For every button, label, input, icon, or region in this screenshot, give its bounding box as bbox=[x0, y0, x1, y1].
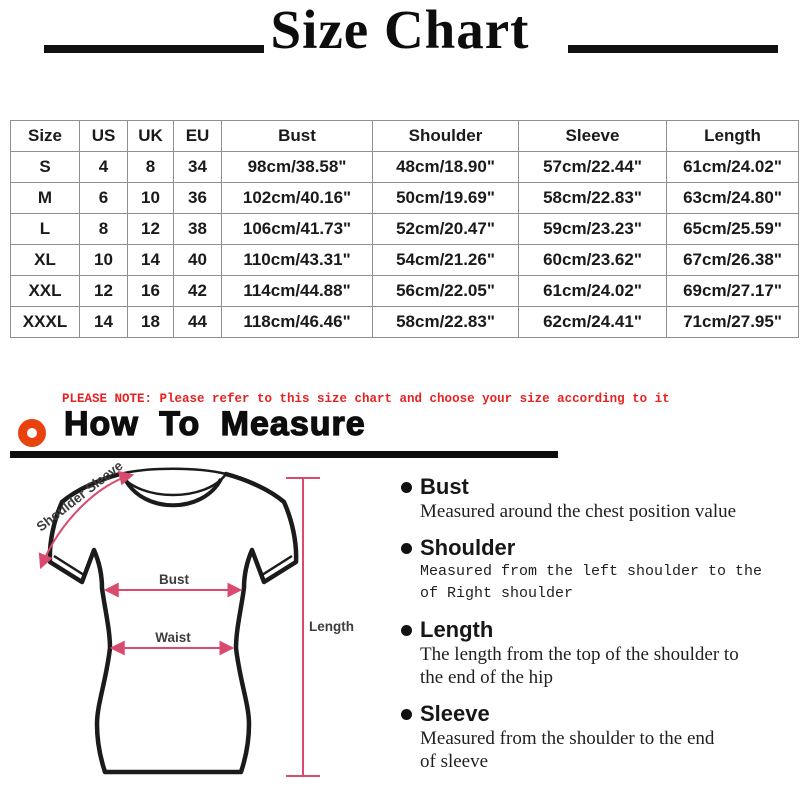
measure-term: Shoulder bbox=[420, 535, 516, 560]
size-table-cell: 63cm/24.80" bbox=[666, 182, 799, 214]
size-table-cell: 69cm/27.17" bbox=[666, 275, 799, 307]
size-table-cell: 36 bbox=[173, 182, 222, 214]
size-table-row: XXL 12 16 42 114cm/44.88" 56cm/22.05" 61cm/24.… bbox=[10, 275, 799, 307]
title-right-rule bbox=[568, 45, 778, 53]
size-table: Size US UK EU Bust Shoulder Sleeve Length S 4 8 34 9… bbox=[10, 120, 799, 338]
size-table-header-cell: Shoulder bbox=[372, 120, 519, 152]
tshirt-right-cuff-line bbox=[261, 554, 293, 577]
size-table-cell: 50cm/19.69" bbox=[372, 182, 519, 214]
size-table-cell: XXL bbox=[10, 275, 80, 307]
size-table-row: XL 10 14 40 110cm/43.31" 54cm/21.26" 60cm/23.6… bbox=[10, 244, 799, 276]
size-table-cell: L bbox=[10, 213, 80, 245]
size-table-cell: 58cm/22.83" bbox=[518, 182, 667, 214]
measure-guide-item: Length The length from the top of the sho… bbox=[398, 617, 794, 689]
size-table-cell: 67cm/26.38" bbox=[666, 244, 799, 276]
note-text: PLEASE NOTE: Please refer to this size c… bbox=[62, 392, 670, 406]
size-table-cell: 34 bbox=[173, 151, 222, 183]
size-table-cell: 106cm/41.73" bbox=[221, 213, 373, 245]
size-table-cell: 98cm/38.58" bbox=[221, 151, 373, 183]
size-table-cell: 52cm/20.47" bbox=[372, 213, 519, 245]
size-table-cell: 114cm/44.88" bbox=[221, 275, 373, 307]
size-table-cell: 10 bbox=[127, 182, 174, 214]
size-table-cell: 8 bbox=[79, 213, 128, 245]
size-table-cell: 60cm/23.62" bbox=[518, 244, 667, 276]
tshirt-outline bbox=[47, 471, 299, 775]
measure-description: Measured around the chest position value bbox=[420, 501, 737, 522]
measure-guide-list: Bust Measured around the chest position v… bbox=[398, 474, 794, 785]
bullet-icon bbox=[401, 625, 412, 636]
size-table-cell: 59cm/23.23" bbox=[518, 213, 667, 245]
size-table-cell: 42 bbox=[173, 275, 222, 307]
size-table-cell: 48cm/18.90" bbox=[372, 151, 519, 183]
size-table-header-cell: US bbox=[79, 120, 128, 152]
size-table-cell: 65cm/25.59" bbox=[666, 213, 799, 245]
measure-description: Measured from the left shoulder to the o… bbox=[420, 563, 763, 602]
bullet-icon bbox=[401, 482, 412, 493]
length-label: Length bbox=[309, 619, 354, 634]
size-table-row: XXXL 14 18 44 118cm/46.46" 58cm/22.83" 62cm/24… bbox=[10, 306, 799, 338]
size-table-cell: 54cm/21.26" bbox=[372, 244, 519, 276]
size-table-cell: 40 bbox=[173, 244, 222, 276]
bullet-icon bbox=[401, 709, 412, 720]
measure-description: The length from the top of the shoulder … bbox=[420, 644, 739, 688]
size-table-cell: 61cm/24.02" bbox=[518, 275, 667, 307]
how-to-measure-title: How To Measure bbox=[63, 404, 366, 443]
size-table-header-cell: EU bbox=[173, 120, 222, 152]
size-table-cell: 6 bbox=[79, 182, 128, 214]
measure-term: Bust bbox=[420, 474, 469, 499]
page-title: Size Chart bbox=[270, 0, 530, 60]
size-table-cell: 4 bbox=[79, 151, 128, 183]
bullet-icon bbox=[401, 543, 412, 554]
measure-term: Sleeve bbox=[420, 701, 490, 726]
size-table-cell: 118cm/46.46" bbox=[221, 306, 373, 338]
size-table-header-cell: Size bbox=[10, 120, 80, 152]
title-left-rule bbox=[44, 45, 264, 53]
tshirt-neck-top-line bbox=[119, 467, 227, 476]
size-table-header-row: Size US UK EU Bust Shoulder Sleeve Length bbox=[10, 120, 799, 152]
waist-label: Waist bbox=[155, 630, 191, 645]
size-table-cell: 14 bbox=[127, 244, 174, 276]
measure-description: Measured from the shoulder to the end of… bbox=[420, 728, 715, 772]
shoulder-sleeve-arrow bbox=[38, 470, 135, 570]
size-table-cell: 58cm/22.83" bbox=[372, 306, 519, 338]
size-table-cell: M bbox=[10, 182, 80, 214]
size-table-header-cell: Bust bbox=[221, 120, 373, 152]
size-table-cell: 38 bbox=[173, 213, 222, 245]
size-table-header-cell: UK bbox=[127, 120, 174, 152]
bust-label: Bust bbox=[159, 572, 190, 587]
size-table-cell: 8 bbox=[127, 151, 174, 183]
measure-guide-item: Shoulder Measured from the left shoulder … bbox=[398, 535, 794, 605]
tshirt-measurement-diagram: Shoulder Sleeve Bust Waist Length bbox=[34, 458, 354, 777]
size-table-header-cell: Length bbox=[666, 120, 799, 152]
size-table-cell: 10 bbox=[79, 244, 128, 276]
size-table-row: S 4 8 34 98cm/38.58" 48cm/18.90" 57cm/22.44" 61… bbox=[10, 151, 799, 183]
size-table-cell: 16 bbox=[127, 275, 174, 307]
size-table-cell: 102cm/40.16" bbox=[221, 182, 373, 214]
heading-underline bbox=[10, 451, 558, 458]
size-table-cell: 44 bbox=[173, 306, 222, 338]
size-table-cell: S bbox=[10, 151, 80, 183]
size-table-cell: 71cm/27.95" bbox=[666, 306, 799, 338]
size-table-header-cell: Sleeve bbox=[518, 120, 667, 152]
size-table-row: L 8 12 38 106cm/41.73" 52cm/20.47" 59cm/23.23"… bbox=[10, 213, 799, 245]
size-table-row: M 6 10 36 102cm/40.16" 50cm/19.69" 58cm/22.83"… bbox=[10, 182, 799, 214]
size-table-cell: 14 bbox=[79, 306, 128, 338]
size-table-cell: 18 bbox=[127, 306, 174, 338]
length-arrow bbox=[286, 477, 320, 777]
size-table-cell: XL bbox=[10, 244, 80, 276]
size-table-cell: 12 bbox=[127, 213, 174, 245]
measure-guide-item: Bust Measured around the chest position v… bbox=[398, 474, 794, 523]
size-table-cell: 110cm/43.31" bbox=[221, 244, 373, 276]
size-table-cell: XXXL bbox=[10, 306, 80, 338]
size-table-cell: 12 bbox=[79, 275, 128, 307]
size-table-cell: 57cm/22.44" bbox=[518, 151, 667, 183]
measure-term: Length bbox=[420, 617, 494, 642]
size-table-cell: 61cm/24.02" bbox=[666, 151, 799, 183]
size-table-cell: 56cm/22.05" bbox=[372, 275, 519, 307]
measure-guide-item: Sleeve Measured from the shoulder to the … bbox=[398, 701, 794, 773]
ring-icon bbox=[18, 419, 46, 447]
size-table-cell: 62cm/24.41" bbox=[518, 306, 667, 338]
